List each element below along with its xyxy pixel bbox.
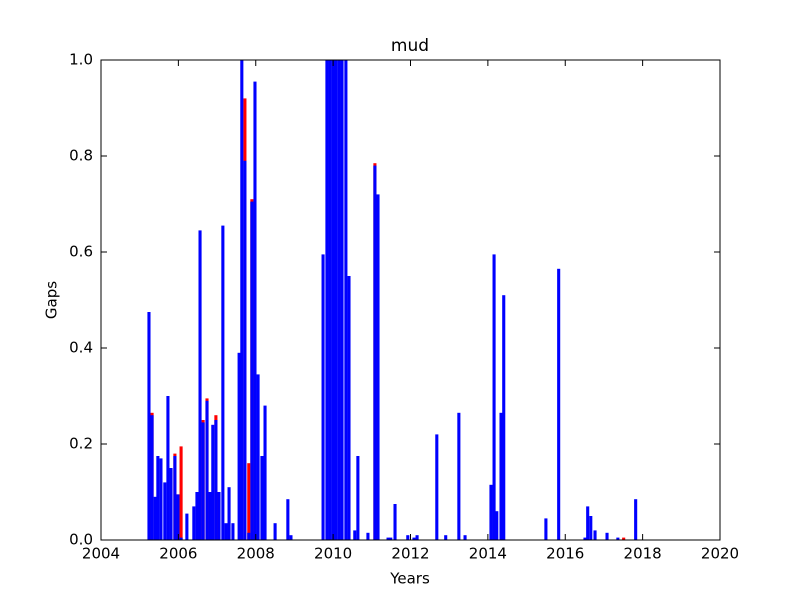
bar <box>250 201 254 540</box>
y-tick-label: 0.6 <box>69 243 93 261</box>
bar <box>502 295 506 540</box>
bar <box>247 532 251 540</box>
bar <box>273 523 277 540</box>
bar <box>247 463 251 540</box>
bar <box>444 535 448 540</box>
bar <box>593 530 597 540</box>
bar <box>263 405 267 540</box>
bar <box>192 506 196 540</box>
bar <box>243 160 247 541</box>
x-tick-label: 2020 <box>701 545 739 563</box>
x-tick-label: 2010 <box>314 545 352 563</box>
x-tick-label: 2018 <box>624 545 662 563</box>
y-tick-label: 0.0 <box>69 531 93 549</box>
bar <box>201 422 205 540</box>
bar <box>334 60 338 540</box>
bar <box>289 535 293 540</box>
bar <box>217 492 221 540</box>
bar <box>634 499 638 540</box>
bar <box>260 456 264 540</box>
bar <box>231 523 235 540</box>
bar <box>195 492 199 540</box>
bar <box>240 60 244 540</box>
x-tick-label: 2012 <box>391 545 429 563</box>
bar <box>495 511 499 540</box>
bar <box>415 535 419 540</box>
bar <box>337 60 341 540</box>
bar <box>389 537 393 540</box>
bar <box>412 537 416 540</box>
bar <box>557 268 561 540</box>
bar <box>489 484 493 540</box>
bar <box>211 424 215 540</box>
bar <box>169 468 173 540</box>
bar <box>153 496 157 540</box>
bar <box>159 458 163 540</box>
bar <box>589 516 593 540</box>
bar <box>331 60 335 540</box>
bar <box>373 165 377 540</box>
x-tick-label: 2016 <box>546 545 584 563</box>
bar <box>325 60 329 540</box>
bar <box>344 60 348 540</box>
x-tick-label: 2004 <box>82 545 120 563</box>
bar <box>173 456 177 540</box>
bar <box>147 312 151 540</box>
bar <box>544 518 548 540</box>
bar <box>237 352 241 540</box>
bar <box>386 537 390 540</box>
chart-title: mud <box>391 36 429 56</box>
bar <box>214 420 218 540</box>
bar <box>253 81 257 540</box>
x-axis-label: Years <box>389 570 430 588</box>
bar <box>166 396 170 540</box>
bar <box>205 400 209 540</box>
bar <box>208 492 212 540</box>
x-tick-label: 2006 <box>159 545 197 563</box>
bar <box>185 513 189 540</box>
bar <box>150 415 154 540</box>
x-tick-label: 2014 <box>469 545 507 563</box>
bar <box>616 537 620 540</box>
bar <box>163 482 167 540</box>
bar <box>366 532 370 540</box>
bar <box>256 374 260 540</box>
y-tick-label: 0.4 <box>69 339 93 357</box>
y-axis-label: Gaps <box>43 281 61 319</box>
bar <box>583 537 587 540</box>
bar <box>227 487 231 540</box>
bar <box>224 523 228 540</box>
bar <box>179 446 183 540</box>
bar <box>463 535 467 540</box>
bar <box>376 194 380 540</box>
bar <box>499 412 503 540</box>
bar <box>622 537 626 540</box>
bar <box>328 60 332 540</box>
y-tick-label: 0.8 <box>69 147 93 165</box>
bar <box>340 60 344 540</box>
bar <box>353 530 357 540</box>
bar <box>286 499 290 540</box>
bar <box>356 456 360 540</box>
bar <box>435 434 439 540</box>
bar <box>221 225 225 540</box>
bar <box>198 230 202 540</box>
y-tick-label: 1.0 <box>69 51 93 69</box>
bar <box>492 254 496 540</box>
bar <box>176 494 180 540</box>
bar <box>156 456 160 540</box>
bar <box>347 276 351 540</box>
bar <box>586 506 590 540</box>
bar <box>321 254 325 540</box>
bar <box>393 504 397 540</box>
bar <box>406 535 410 540</box>
bar <box>179 537 183 540</box>
x-tick-label: 2008 <box>237 545 275 563</box>
y-tick-label: 0.2 <box>69 435 93 453</box>
bar <box>605 532 609 540</box>
bar <box>457 412 461 540</box>
